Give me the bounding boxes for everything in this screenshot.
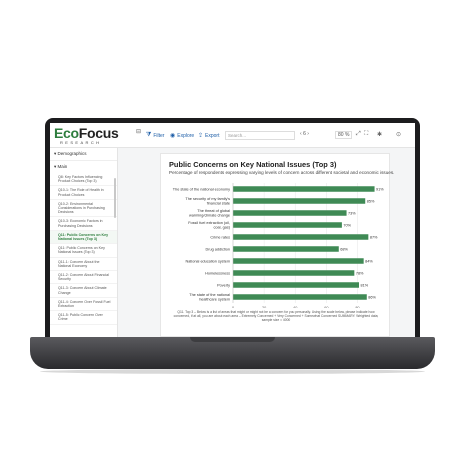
export-button[interactable]: ⇪ Export: [198, 132, 220, 140]
category-label: The threat of global warming/climate chan…: [189, 209, 230, 217]
sidebar-section-main[interactable]: ▾ Main: [54, 164, 68, 169]
laptop-notch: [190, 337, 275, 342]
next-page-icon[interactable]: ›: [307, 131, 309, 137]
bar: [233, 222, 342, 228]
page-number[interactable]: 6: [303, 131, 306, 137]
category-label: Fossil fuel extraction (oil, coal, gas): [188, 221, 231, 229]
bar-value-label: 78%: [356, 271, 364, 275]
laptop-base: [30, 337, 435, 369]
bar-value-label: 81%: [361, 283, 369, 287]
category-label: The state of the national economy: [173, 187, 230, 191]
bar-value-label: 91%: [376, 187, 384, 191]
sidebar-list: Q8: Key Factors Influencing Product Choi…: [50, 173, 117, 325]
category-label: National education system: [185, 259, 230, 263]
fit-page-icon[interactable]: ⤢: [356, 131, 361, 137]
export-icon: ⇪: [198, 133, 204, 139]
sidebar-section-demographics[interactable]: ▾ Demographics: [50, 148, 117, 161]
filter-icon: ⧩: [146, 132, 152, 138]
bar-value-label: 87%: [370, 235, 378, 239]
sidebar-item[interactable]: Q11-2: Concern About Financial Security: [50, 271, 117, 285]
sidebar-item[interactable]: Q11-1: Concern About the National Econom…: [50, 258, 117, 272]
x-tick-label: 0: [232, 306, 234, 308]
settings-icon[interactable]: ✱: [377, 132, 383, 138]
bar: [233, 198, 366, 204]
category-label: Poverty: [217, 283, 230, 287]
ecofocus-logo: EcoFocus RESEARCH: [54, 125, 119, 145]
page-navigator[interactable]: ‹ 6 ›: [300, 131, 309, 137]
bar-value-label: 84%: [365, 259, 373, 263]
laptop-shadow: [40, 369, 425, 374]
bar: [233, 234, 369, 240]
bar: [233, 270, 355, 276]
compass-icon: ◉: [170, 133, 176, 139]
bar: [233, 294, 367, 300]
category-label: Homelessness: [205, 271, 230, 275]
search-input[interactable]: Search...: [225, 131, 295, 140]
category-label: Drug addiction: [206, 247, 230, 251]
filter-button[interactable]: ⧩ Filter: [146, 132, 165, 139]
sidebar-item[interactable]: Q11: Public Concerns on Key National Iss…: [50, 230, 117, 245]
zoom-select[interactable]: 80 %: [335, 131, 353, 139]
sidebar-item[interactable]: Q8: Key Factors Influencing Product Choi…: [50, 173, 117, 187]
explore-button[interactable]: ◉ Explore: [170, 132, 195, 140]
x-tick-label: 80: [355, 306, 359, 308]
bookmark-icon[interactable]: ⊟: [136, 129, 142, 135]
category-label: The state of the national healthcare syst…: [189, 293, 230, 301]
bar: [233, 258, 364, 264]
bar-value-label: 86%: [368, 295, 376, 299]
chart-card: Public Concerns on Key National Issues (…: [160, 153, 394, 337]
bar-value-label: 73%: [348, 211, 356, 215]
help-icon[interactable]: ⊙: [396, 132, 402, 138]
bar-value-label: 70%: [343, 223, 351, 227]
bar: [233, 210, 347, 216]
prev-page-icon[interactable]: ‹: [300, 131, 302, 137]
chart-footnote: Q11. Top 3 – Below is a list of areas th…: [173, 310, 379, 322]
x-tick-label: 60: [324, 306, 328, 308]
fullscreen-icon[interactable]: ⛶: [364, 131, 369, 137]
chart-title: Public Concerns on Key National Issues (…: [169, 160, 337, 169]
x-tick-label: 40: [293, 306, 297, 308]
chart-subtitle: Percentage of respondents expressing var…: [169, 170, 395, 175]
x-tick-label: 20: [262, 306, 266, 308]
sidebar-item[interactable]: Q10-3: Economic Factors in Purchasing De…: [50, 217, 117, 231]
laptop-screen: EcoFocus RESEARCH ⊟ ⧩ Filter ◉ Explore ⇪ Ex…: [50, 123, 415, 337]
sidebar: ▾ Demographics ▾ Main Q8: Key Factors In…: [50, 148, 118, 337]
category-label: Crime rates: [210, 235, 230, 239]
sidebar-item[interactable]: Q11: Public Concerns on Key National Iss…: [50, 244, 117, 258]
sidebar-item[interactable]: Q11-3: Concern About Climate Change: [50, 284, 117, 298]
main-area: Public Concerns on Key National Issues (…: [118, 148, 415, 337]
bar-value-label: 85%: [367, 199, 375, 203]
bar-value-label: 68%: [340, 247, 348, 251]
sidebar-scrollbar[interactable]: [114, 178, 116, 218]
bar: [233, 186, 375, 192]
sidebar-item[interactable]: Q10-1: The Role of Health in Product Cho…: [50, 186, 117, 200]
sidebar-item[interactable]: Q10-2: Environmental Considerations in P…: [50, 200, 117, 218]
bar-chart: 0 20 40 60 80 The state of the national econo…: [173, 183, 384, 308]
sidebar-item[interactable]: Q11-5: Public Concern Over Crime: [50, 311, 117, 325]
top-bar: EcoFocus RESEARCH ⊟ ⧩ Filter ◉ Explore ⇪ Ex…: [50, 123, 415, 148]
bar: [233, 246, 339, 252]
bar: [233, 282, 359, 288]
category-label: The security of my family's financial sta…: [185, 197, 230, 205]
sidebar-item[interactable]: Q11-4: Concern Over Fossil Fuel Extracti…: [50, 298, 117, 312]
